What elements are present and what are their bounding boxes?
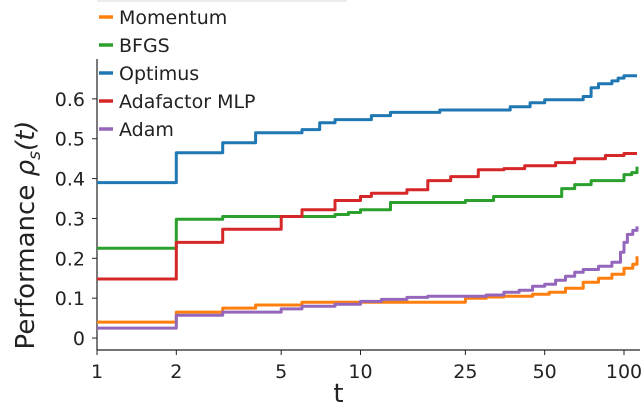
x-tick-label: 2 xyxy=(170,361,182,383)
y-tick-label: 0 xyxy=(73,328,85,350)
y-tick-label: 0.4 xyxy=(55,169,85,191)
legend-label: Adafactor MLP xyxy=(119,91,256,113)
series-line-adam xyxy=(97,226,639,330)
legend-label: Momentum xyxy=(119,7,227,29)
series-line-optimus xyxy=(97,74,637,185)
y-axis-title-argument: (t) xyxy=(11,121,41,151)
y-axis-title: Performance ρs(t) xyxy=(11,121,45,350)
x-axis-title: t xyxy=(333,379,343,406)
legend-label: BFGS xyxy=(119,35,170,57)
series-line-bfgs xyxy=(97,166,639,250)
x-tick-label: 5 xyxy=(275,361,287,383)
x-tick-label: 1 xyxy=(91,361,103,383)
axes: 00.10.20.30.40.50.61 2 5 10 25 50 100 xyxy=(55,59,642,383)
legend-label: Optimus xyxy=(119,63,199,85)
y-tick-label: 0.6 xyxy=(55,89,85,111)
y-tick-label: 0.5 xyxy=(55,129,85,151)
axis-titles: t Performance ρs(t) xyxy=(11,121,344,406)
legend-label: Adam xyxy=(119,119,174,141)
series-layer xyxy=(97,74,639,330)
series-line-momentum xyxy=(97,256,639,324)
x-tick-label: 10 xyxy=(348,361,372,383)
legend: Momentum BFGS Optimus Adafactor MLP Adam xyxy=(97,0,347,141)
y-tick-label: 0.1 xyxy=(55,288,85,310)
y-axis-title-subscript: s xyxy=(25,151,45,160)
y-tick-label: 0.2 xyxy=(55,248,85,270)
y-axis-title-text: Performance xyxy=(11,176,41,349)
y-tick-label: 0.3 xyxy=(55,208,85,230)
x-tick-label: 50 xyxy=(533,361,557,383)
series-line-adafactor-mlp xyxy=(97,152,637,281)
x-tick-label: 25 xyxy=(453,361,477,383)
x-tick-label: 100 xyxy=(606,361,642,383)
y-axis-title-symbol: ρ xyxy=(11,159,41,176)
